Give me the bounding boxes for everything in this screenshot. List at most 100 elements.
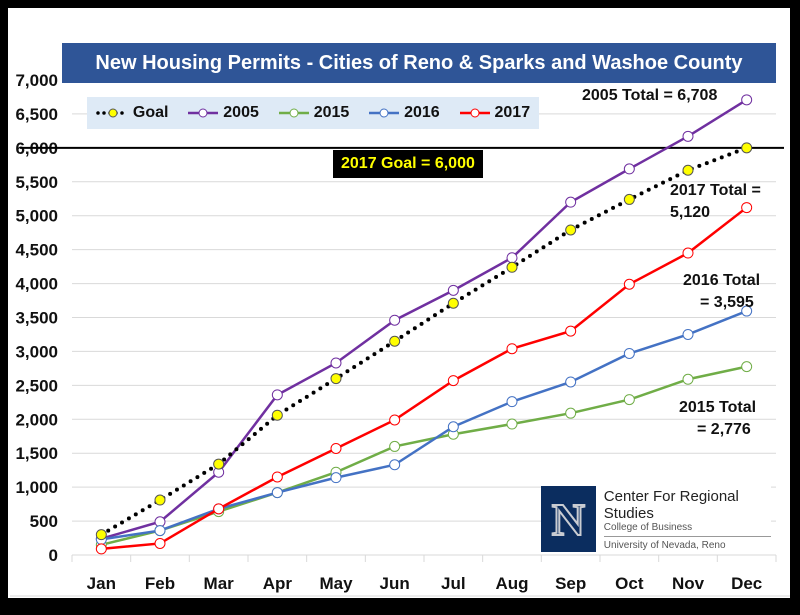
y-tick-label: 7,000	[15, 71, 58, 90]
data-point-2016	[623, 347, 635, 359]
x-tick-label: Jun	[380, 574, 410, 593]
data-point-2015	[623, 394, 635, 406]
legend-label: 2005	[223, 104, 259, 121]
data-point-2016	[154, 525, 166, 537]
data-point-2015	[506, 418, 518, 430]
legend-item-2016: 2016	[367, 104, 440, 122]
x-tick-label: Jul	[441, 574, 466, 593]
nevada-n-logo-icon: N	[541, 486, 596, 552]
legend-swatch-icon	[96, 108, 130, 118]
x-tick-label: Oct	[615, 574, 644, 593]
data-point-2005	[330, 357, 342, 369]
data-point-2017	[682, 247, 694, 259]
data-point-2017	[271, 471, 283, 483]
data-point-2016	[682, 328, 694, 340]
y-tick-label: 1,500	[15, 444, 58, 463]
data-point-2017	[389, 414, 401, 426]
legend-swatch-icon	[459, 108, 490, 118]
data-point-goal	[623, 193, 635, 205]
data-point-2017	[213, 503, 225, 515]
data-point-2017	[506, 343, 518, 355]
data-point-2016	[330, 472, 342, 484]
y-tick-label: 500	[30, 512, 58, 531]
data-point-goal	[682, 164, 694, 176]
x-tick-label: Nov	[672, 574, 705, 593]
data-point-2005	[389, 314, 401, 326]
legend-label: Goal	[132, 104, 169, 121]
center-logo: N Center For Regional Studies College of…	[541, 486, 771, 552]
data-point-2015	[389, 440, 401, 452]
data-point-goal	[154, 494, 166, 506]
legend-item-2005: 2005	[186, 104, 259, 122]
total-annotation: 2005 Total = 6,708	[582, 87, 717, 104]
y-tick-label: 6,500	[15, 105, 58, 124]
total-annotation: 2016 Total	[683, 272, 760, 289]
data-point-2017	[741, 202, 753, 214]
data-point-goal	[565, 224, 577, 236]
total-annotation-value: = 3,595	[700, 294, 754, 311]
data-point-2017	[154, 537, 166, 549]
x-tick-label: Aug	[495, 574, 528, 593]
data-point-2017	[623, 278, 635, 290]
total-annotation: 2015 Total	[679, 399, 756, 416]
data-point-2016	[741, 305, 753, 317]
data-point-2016	[389, 459, 401, 471]
data-point-2005	[506, 252, 518, 264]
legend-swatch-icon	[278, 108, 309, 118]
data-point-2015	[565, 407, 577, 419]
legend-item-goal: Goal	[96, 104, 169, 122]
legend: Goal 2005 2015 2016 2017	[87, 97, 539, 129]
legend-item-2015: 2015	[277, 104, 350, 122]
y-tick-label: 3,000	[15, 342, 58, 361]
data-point-2005	[682, 130, 694, 142]
x-tick-label: May	[319, 574, 353, 593]
legend-label: 2015	[313, 104, 350, 121]
y-tick-label: 5,500	[15, 173, 58, 192]
data-point-goal	[330, 373, 342, 385]
data-point-2016	[271, 487, 283, 499]
logo-university: University of Nevada, Reno	[603, 539, 726, 551]
legend-swatch-icon	[369, 108, 400, 118]
legend-item-2017: 2017	[458, 104, 531, 122]
y-tick-label: 2,500	[15, 376, 58, 395]
logo-org-name: Center For Regional Studies	[603, 487, 739, 522]
data-point-goal	[95, 529, 107, 541]
x-tick-label: Jan	[87, 574, 116, 593]
x-tick-label: Apr	[263, 574, 293, 593]
data-point-2005	[741, 94, 753, 106]
data-point-2016	[447, 421, 459, 433]
data-point-goal	[506, 261, 518, 273]
series-line-2005	[100, 98, 748, 540]
data-point-goal	[447, 297, 459, 309]
data-point-2017	[95, 543, 107, 555]
x-tick-label: Feb	[145, 574, 175, 593]
legend-swatch-icon	[188, 108, 219, 118]
legend-label: 2017	[494, 104, 531, 121]
data-point-2017	[330, 442, 342, 454]
y-tick-label: 5,000	[15, 207, 58, 226]
chart-title: New Housing Permits - Cities of Reno & S…	[62, 43, 776, 83]
series-line-2017	[101, 206, 748, 551]
series-line-goal	[99, 145, 749, 537]
data-point-2005	[565, 196, 577, 208]
y-tick-label: 4,500	[15, 241, 58, 260]
total-annotation-value: 5,120	[670, 204, 710, 221]
y-tick-label: 2,000	[15, 410, 58, 429]
legend-label: 2016	[404, 104, 440, 121]
y-tick-label: 3,500	[15, 309, 58, 328]
data-point-2017	[565, 325, 577, 337]
goal-reference-label: 2017 Goal = 6,000	[333, 150, 483, 178]
y-tick-label: 4,000	[15, 275, 58, 294]
data-point-goal	[389, 335, 401, 347]
data-point-goal	[213, 458, 225, 470]
x-tick-label: Mar	[204, 574, 235, 593]
data-point-2005	[447, 284, 459, 296]
data-point-goal	[741, 142, 753, 154]
y-tick-label: 1,000	[15, 478, 58, 497]
x-tick-label: Dec	[731, 574, 762, 593]
logo-college: College of Business	[603, 522, 771, 537]
data-point-2017	[447, 375, 459, 387]
data-point-2015	[741, 361, 753, 373]
total-annotation-value: = 2,776	[697, 421, 751, 438]
data-point-2005	[271, 389, 283, 401]
